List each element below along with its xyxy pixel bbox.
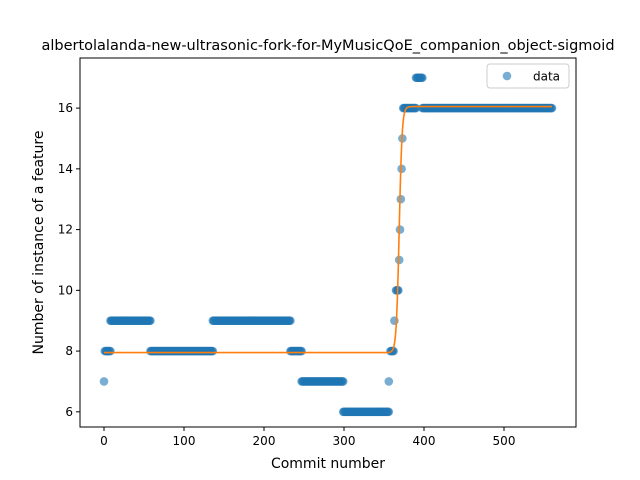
legend: data bbox=[486, 63, 570, 89]
fit-line bbox=[104, 105, 552, 354]
x-tick-label: 300 bbox=[333, 434, 356, 448]
data-point bbox=[99, 377, 109, 386]
data-point bbox=[286, 316, 295, 326]
legend-marker bbox=[502, 71, 512, 81]
y-axis-ticks: 6 8 10 12 14 16 bbox=[58, 101, 80, 419]
x-tick-label: 400 bbox=[413, 434, 436, 448]
x-tick-label: 500 bbox=[493, 434, 516, 448]
plot-area-frame bbox=[79, 57, 577, 428]
data-point bbox=[338, 377, 348, 386]
x-tick-label: 100 bbox=[173, 434, 196, 448]
data-point bbox=[396, 194, 406, 204]
y-tick-label: 8 bbox=[65, 344, 73, 358]
y-tick-label: 16 bbox=[58, 101, 73, 115]
data-point bbox=[106, 346, 115, 356]
data-point bbox=[384, 377, 394, 386]
x-tick-label: 0 bbox=[100, 434, 108, 448]
data-point bbox=[384, 407, 394, 417]
x-axis-ticks: 0 100 200 300 400 500 bbox=[100, 427, 515, 448]
y-tick-label: 6 bbox=[65, 405, 73, 419]
data-point bbox=[390, 316, 399, 326]
data-point bbox=[208, 346, 218, 356]
data-point bbox=[547, 103, 557, 113]
legend-box bbox=[486, 63, 570, 89]
y-tick-label: 10 bbox=[58, 283, 73, 297]
y-tick-label: 14 bbox=[58, 162, 73, 176]
data-point bbox=[146, 316, 155, 326]
y-axis-label: Number of instance of a feature bbox=[31, 131, 47, 355]
data-point bbox=[389, 346, 398, 356]
y-tick-label: 12 bbox=[58, 223, 73, 237]
x-axis-label: Commit number bbox=[271, 456, 385, 472]
fit-line-layer bbox=[104, 105, 552, 354]
data-point bbox=[418, 73, 427, 83]
data-point bbox=[297, 346, 306, 356]
x-tick-label: 200 bbox=[253, 434, 276, 448]
legend-label: data bbox=[533, 70, 560, 84]
data-point bbox=[397, 164, 406, 174]
chart-title: albertolalanda-new-ultrasonic-fork-for-M… bbox=[41, 38, 614, 54]
scatter-points bbox=[99, 73, 557, 417]
